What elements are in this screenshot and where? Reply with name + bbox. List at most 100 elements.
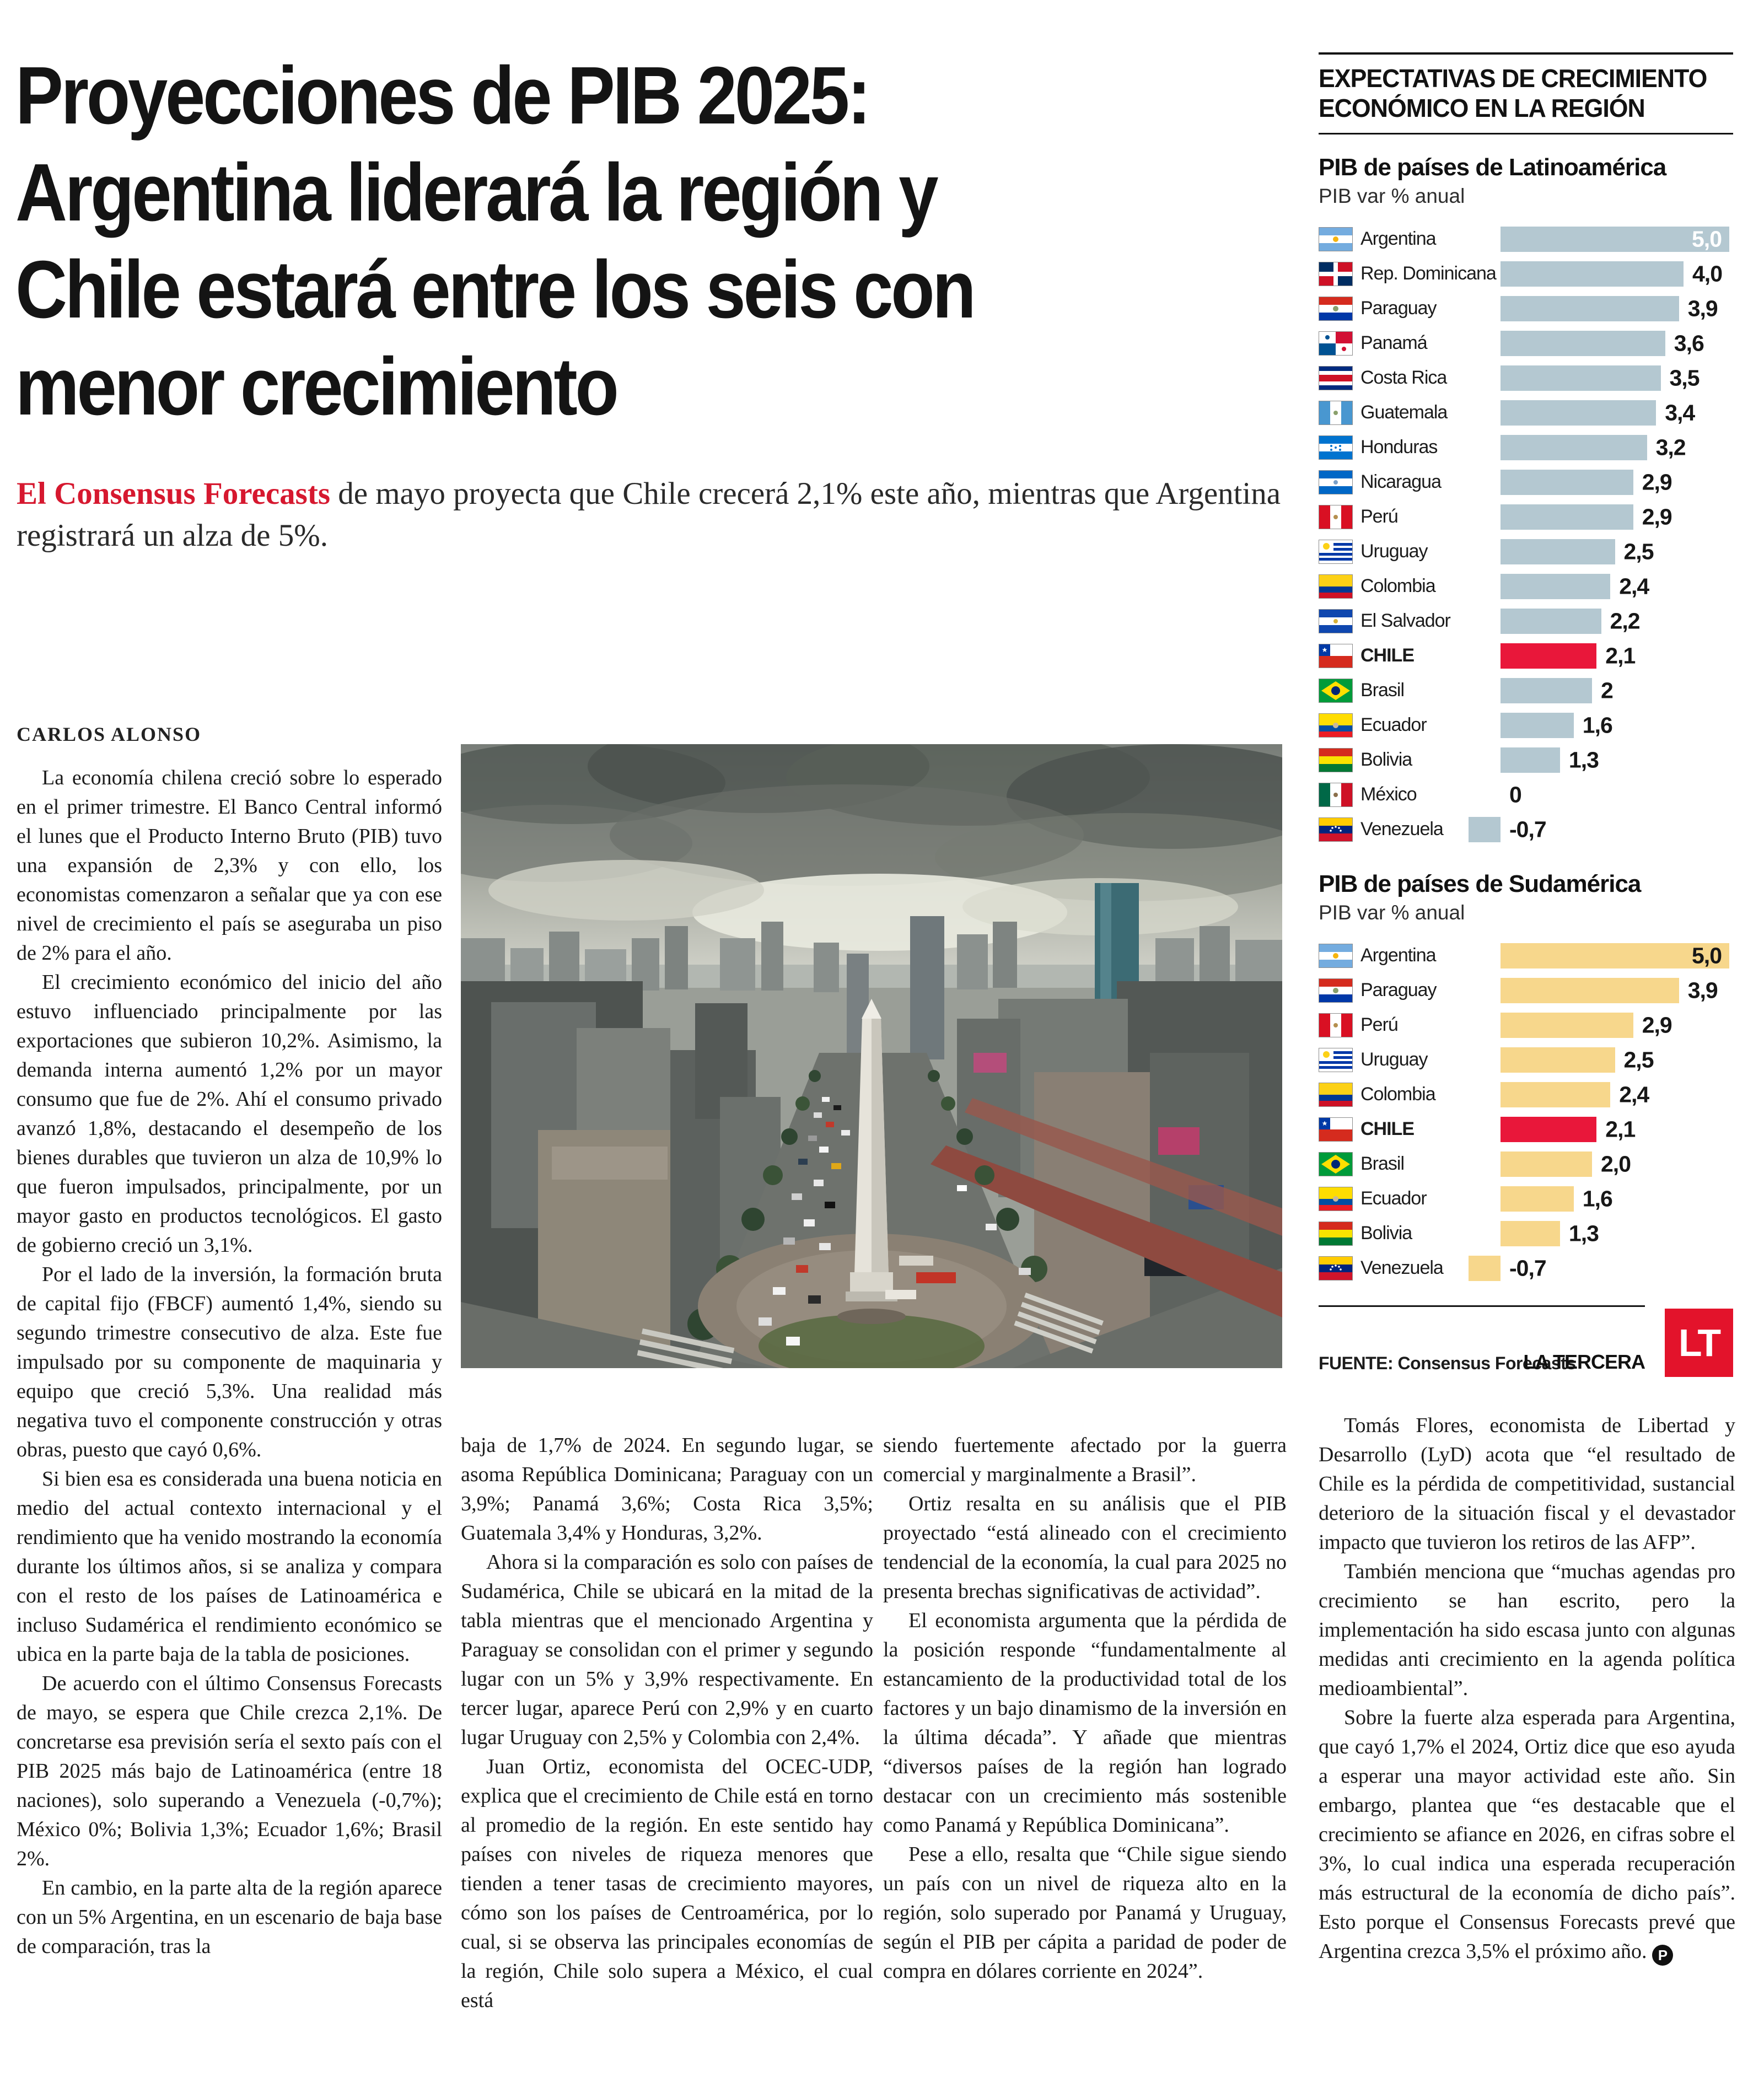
country-label: Uruguay xyxy=(1360,541,1428,562)
text-line: ECONÓMICO EN LA REGIÓN xyxy=(1319,94,1645,122)
flag-bolivia-icon xyxy=(1319,747,1353,772)
page-title: Proyecciones de PIB 2025: Argentina lider… xyxy=(15,47,1300,435)
text-line: La economía chilena creció sobre lo espe… xyxy=(17,766,442,965)
bar-zone: 3,2 xyxy=(1492,434,1733,460)
column-1-text: La economía chilena creció sobre lo espe… xyxy=(17,763,442,1961)
flag-venezuela-icon xyxy=(1319,1256,1353,1280)
la-tercera-logo: LT xyxy=(1665,1309,1733,1377)
infographic-panel: EXPECTATIVAS DE CRECIMIENTO ECONÓMICO EN … xyxy=(1319,52,1733,1377)
bar-zone: 2,5 xyxy=(1492,539,1733,564)
bar xyxy=(1501,943,1729,968)
bar-value: 2,9 xyxy=(1642,1012,1672,1037)
bar-value: 1,3 xyxy=(1568,1220,1599,1246)
country-label: Ecuador xyxy=(1360,1188,1427,1209)
bar xyxy=(1501,1151,1592,1177)
body-column-2: baja de 1,7% de 2024. En segundo lugar, … xyxy=(461,1431,873,2070)
bar xyxy=(1501,539,1615,564)
country-label: México xyxy=(1360,784,1417,805)
bar-value: 2,5 xyxy=(1623,539,1654,564)
bar-value: 2,9 xyxy=(1642,504,1672,529)
chart1-subtitle: PIB var % anual xyxy=(1319,185,1465,207)
flag-nicaragua-icon xyxy=(1319,470,1353,494)
flag-peru-icon xyxy=(1319,1013,1353,1037)
bar-value: 2,1 xyxy=(1605,643,1636,668)
kicker-bottom-rule xyxy=(1319,133,1733,134)
chart-row-argentina: Argentina 5,0 xyxy=(1319,222,1733,256)
bar xyxy=(1501,365,1661,391)
bar xyxy=(1501,573,1611,599)
flag-uruguay-icon xyxy=(1319,1047,1353,1072)
bar-value: 4,0 xyxy=(1692,261,1723,286)
bar-value: 3,5 xyxy=(1669,365,1700,390)
bar xyxy=(1501,434,1647,460)
bar-value: 2,4 xyxy=(1619,1081,1649,1107)
country-label: CHILE xyxy=(1360,1118,1415,1139)
bar xyxy=(1468,1255,1501,1281)
text-line: menor crecimiento xyxy=(15,341,619,432)
chart-row-venezuela: Venezuela -0,7 xyxy=(1319,1251,1733,1285)
text-line: siendo fuertemente afectado por la guerr… xyxy=(883,1434,1287,1486)
chart-row-bolivia: Bolivia 1,3 xyxy=(1319,1216,1733,1251)
bar xyxy=(1501,400,1657,426)
bar xyxy=(1468,816,1501,842)
bar xyxy=(1501,1220,1560,1246)
country-label: Panamá xyxy=(1360,332,1428,353)
bar-value: 5,0 xyxy=(1692,226,1722,251)
country-label: Honduras xyxy=(1360,437,1438,458)
lede-text: de mayo proyecta que Chile crecerá 2,1% … xyxy=(17,476,1281,553)
byline: CARLOS ALONSO xyxy=(17,723,202,745)
bar-zone: 2 xyxy=(1492,677,1733,703)
chart-row-ecuador: Ecuador 1,6 xyxy=(1319,708,1733,742)
bar-value: 2,4 xyxy=(1619,573,1649,599)
chart-row-elsalvador: El Salvador 2,2 xyxy=(1319,604,1733,638)
bar-zone: 2,1 xyxy=(1492,1116,1733,1142)
chart-row-ecuador: Ecuador 1,6 xyxy=(1319,1181,1733,1216)
text-line: Pese a ello, resalta que “Chile sigue si… xyxy=(883,1843,1287,1983)
country-label: Venezuela xyxy=(1360,819,1444,840)
flag-elsalvador-icon xyxy=(1319,609,1353,633)
body-column-4: Tomás Flores, economista de Libertad y D… xyxy=(1319,1411,1735,2070)
bar xyxy=(1501,677,1592,703)
chart-row-venezuela: Venezuela -0,7 xyxy=(1319,812,1733,847)
flag-brasil-icon xyxy=(1319,1152,1353,1176)
country-label: Perú xyxy=(1360,506,1399,527)
text-line: Juan Ortiz, economista del OCEC-UDP, exp… xyxy=(461,1755,873,2012)
bar-value: 2,5 xyxy=(1623,1047,1654,1072)
text-line: En cambio, en la parte alta de la región… xyxy=(17,1876,442,1958)
bar xyxy=(1501,226,1729,252)
bar-value: 1,6 xyxy=(1582,712,1613,738)
flag-bolivia-icon xyxy=(1319,1221,1353,1246)
flag-paraguay-icon xyxy=(1319,296,1353,321)
chart-row-peru: Perú 2,9 xyxy=(1319,1008,1733,1042)
source-note: FUENTE: Consensus Forecasts xyxy=(1319,1353,1576,1373)
chart-row-paraguay: Paraguay 3,9 xyxy=(1319,973,1733,1008)
text-line: EXPECTATIVAS DE CRECIMIENTO xyxy=(1319,64,1707,93)
flag-dominicana-icon xyxy=(1319,261,1353,286)
bar-zone: 2,9 xyxy=(1492,469,1733,495)
bar xyxy=(1501,469,1633,495)
bar-value: -0,7 xyxy=(1509,1255,1547,1280)
bar-value: -0,7 xyxy=(1509,816,1547,842)
flag-colombia-icon xyxy=(1319,1082,1353,1107)
article-lede: El Consensus Forecasts de mayo proyecta … xyxy=(17,473,1290,557)
bar-zone: 2,1 xyxy=(1492,643,1733,669)
bar xyxy=(1501,1186,1574,1212)
country-label: Colombia xyxy=(1360,1084,1436,1105)
bar-value: 2,2 xyxy=(1610,608,1641,633)
flag-chile-icon xyxy=(1319,643,1353,668)
brand-name: LA TERCERA xyxy=(1523,1350,1645,1373)
bar-value: 1,6 xyxy=(1582,1186,1613,1211)
body-column-3: siendo fuertemente afectado por la guerr… xyxy=(883,1431,1287,2070)
flag-brasil-icon xyxy=(1319,678,1353,703)
chart-row-mexico: México 0 xyxy=(1319,777,1733,812)
bar-zone: -0,7 xyxy=(1468,816,1733,842)
text-line: baja de 1,7% de 2024. En segundo lugar, … xyxy=(461,1434,873,1545)
chart-row-honduras: Honduras 3,2 xyxy=(1319,430,1733,465)
flag-colombia-icon xyxy=(1319,574,1353,599)
country-label: Brasil xyxy=(1360,1153,1405,1174)
chart-row-brasil: Brasil 2 xyxy=(1319,673,1733,708)
flag-argentina-icon xyxy=(1319,227,1353,251)
country-label: Paraguay xyxy=(1360,980,1437,1000)
bar-value: 2,9 xyxy=(1642,469,1672,494)
flag-chile-icon xyxy=(1319,1117,1353,1142)
